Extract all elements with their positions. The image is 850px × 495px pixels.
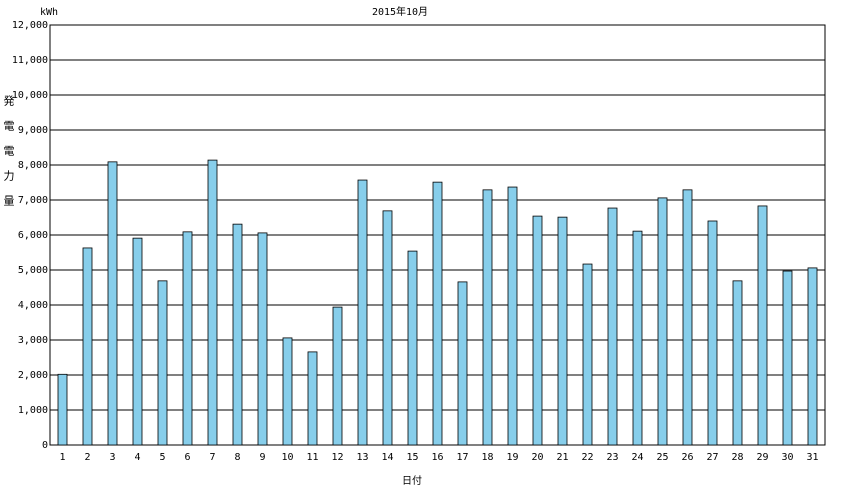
bar xyxy=(307,351,318,446)
bar xyxy=(582,263,593,446)
y-tick-label: 11,000 xyxy=(12,55,48,66)
bar xyxy=(157,280,168,446)
bar xyxy=(257,232,268,446)
bar xyxy=(407,250,418,446)
y-tick-label: 10,000 xyxy=(12,90,48,101)
y-tick-label: 8,000 xyxy=(18,160,48,171)
x-tick-label: 4 xyxy=(134,452,140,463)
bar xyxy=(507,186,518,446)
x-tick-label: 3 xyxy=(109,452,115,463)
bar xyxy=(707,220,718,446)
y-axis-label: 発電電力量 xyxy=(2,94,15,220)
x-tick-label: 17 xyxy=(456,452,468,463)
bar xyxy=(732,280,743,446)
bar xyxy=(632,230,643,446)
y-unit: kWh xyxy=(40,7,58,18)
bar xyxy=(432,181,443,446)
x-tick-label: 25 xyxy=(656,452,668,463)
x-tick-label: 31 xyxy=(806,452,818,463)
bar xyxy=(382,210,393,446)
y-tick-label: 4,000 xyxy=(18,300,48,311)
bar xyxy=(82,247,93,446)
x-tick-label: 26 xyxy=(681,452,693,463)
x-tick-label: 6 xyxy=(184,452,190,463)
bar xyxy=(757,205,768,446)
bar xyxy=(557,216,568,446)
bar xyxy=(132,237,143,446)
x-tick-label: 28 xyxy=(731,452,743,463)
bar xyxy=(357,179,368,446)
bar xyxy=(457,281,468,446)
x-tick-label: 8 xyxy=(234,452,240,463)
x-axis-label: 日付 xyxy=(402,474,422,487)
bar xyxy=(682,189,693,446)
y-tick-label: 12,000 xyxy=(12,20,48,31)
x-tick-label: 13 xyxy=(356,452,368,463)
bar xyxy=(207,159,218,446)
x-tick-label: 23 xyxy=(606,452,618,463)
x-tick-label: 24 xyxy=(631,452,643,463)
bar xyxy=(57,373,68,446)
bar xyxy=(532,215,543,446)
x-tick-label: 20 xyxy=(531,452,543,463)
x-tick-label: 15 xyxy=(406,452,418,463)
x-tick-label: 18 xyxy=(481,452,493,463)
x-tick-label: 10 xyxy=(281,452,293,463)
bar xyxy=(482,189,493,446)
bar xyxy=(332,306,343,446)
x-tick-label: 22 xyxy=(581,452,593,463)
bar xyxy=(232,223,243,446)
x-tick-label: 30 xyxy=(781,452,793,463)
x-tick-label: 27 xyxy=(706,452,718,463)
y-tick-label: 7,000 xyxy=(18,195,48,206)
x-tick-label: 9 xyxy=(259,452,265,463)
y-tick-label: 6,000 xyxy=(18,230,48,241)
x-tick-label: 16 xyxy=(431,452,443,463)
y-tick-label: 3,000 xyxy=(18,335,48,346)
y-tick-label: 2,000 xyxy=(18,370,48,381)
x-tick-label: 5 xyxy=(159,452,165,463)
bar xyxy=(107,161,118,446)
x-tick-label: 12 xyxy=(331,452,343,463)
x-tick-label: 19 xyxy=(506,452,518,463)
bar xyxy=(282,337,293,446)
x-tick-label: 11 xyxy=(306,452,318,463)
bar xyxy=(807,267,818,446)
y-tick-label: 1,000 xyxy=(18,405,48,416)
bar xyxy=(182,231,193,446)
x-tick-label: 2 xyxy=(84,452,90,463)
y-tick-label: 5,000 xyxy=(18,265,48,276)
bar xyxy=(657,197,668,446)
bar xyxy=(607,207,618,446)
x-tick-label: 29 xyxy=(756,452,768,463)
x-tick-label: 21 xyxy=(556,452,568,463)
bar xyxy=(782,270,793,446)
x-tick-label: 7 xyxy=(209,452,215,463)
x-tick-label: 14 xyxy=(381,452,393,463)
y-tick-label: 0 xyxy=(42,440,48,451)
y-tick-label: 9,000 xyxy=(18,125,48,136)
chart-title: 2015年10月 xyxy=(372,5,428,18)
x-tick-label: 1 xyxy=(59,452,65,463)
